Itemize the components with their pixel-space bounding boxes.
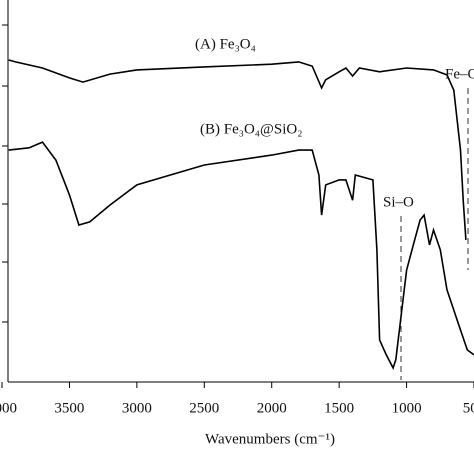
x-tick-label: 3500 (54, 400, 84, 416)
x-tick-label: 1000 (392, 400, 422, 416)
x-tick-label: 3000 (122, 400, 152, 416)
x-tick-label: 2500 (189, 400, 219, 416)
spectrum-line (8, 59, 467, 240)
annotation: Fe–O (445, 66, 474, 82)
annotation: (A) Fe₃O₄ (195, 36, 256, 52)
annotation: (B) Fe₃O₄@SiO₂ (200, 121, 302, 137)
y-tick-marks (2, 24, 8, 323)
x-tick-label: 500 (463, 400, 474, 416)
x-tick-label: 1500 (324, 400, 354, 416)
spectrum-line (8, 141, 474, 370)
x-axis-label: Wavenumbers (cm⁻¹) (205, 431, 335, 447)
x-tick-label: 4000 (0, 400, 17, 416)
x-tick-label: 2000 (257, 400, 287, 416)
annotation: Si–O (383, 194, 414, 210)
